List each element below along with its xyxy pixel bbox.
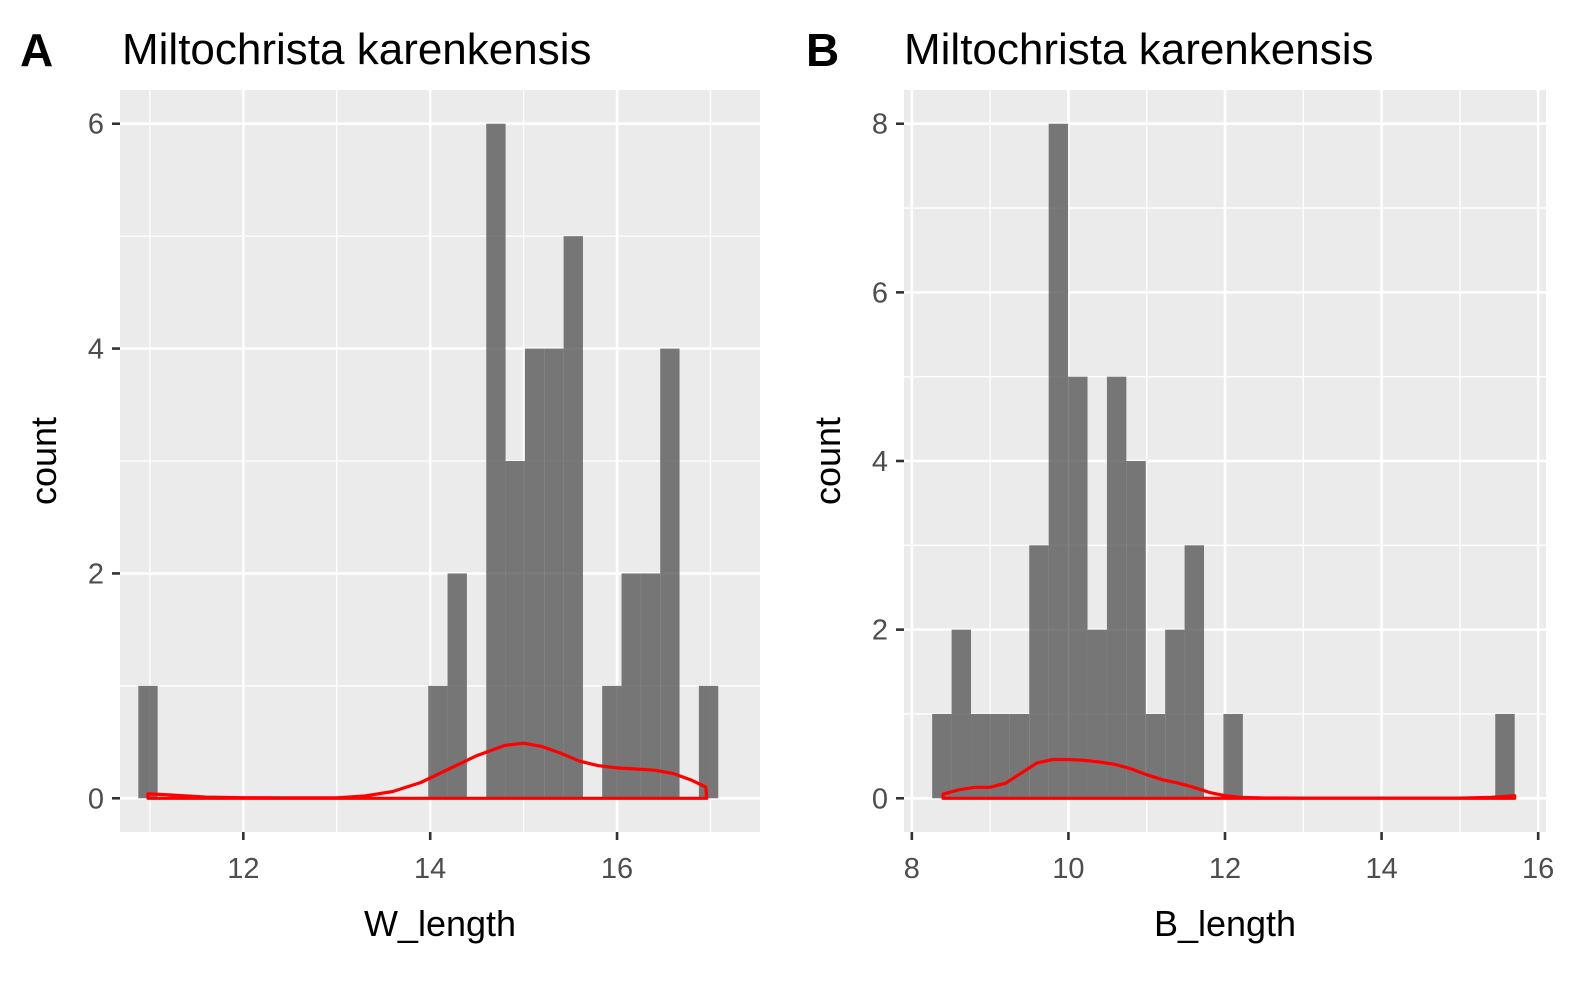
panel-a-histogram-bar — [640, 573, 661, 799]
panel-b-x-tick-label: 8 — [904, 853, 920, 885]
panel-a-y-tick-label: 2 — [88, 558, 104, 590]
panel-a-x-tick-label: 14 — [414, 853, 446, 885]
panel-b-y-axis-title: count — [807, 417, 848, 505]
panel-b-histogram-bar — [951, 629, 972, 799]
panel-a-histogram-bar — [602, 685, 622, 799]
panel-b-y-tick-label: 0 — [872, 783, 888, 815]
panel-b-y-tick-label: 2 — [872, 615, 888, 647]
panel-b-histogram-bar — [1223, 713, 1243, 799]
panel-b-density-curve — [941, 757, 1517, 800]
panel-b-histogram-bar — [1165, 629, 1185, 799]
panel-a-y-tick-label: 4 — [88, 334, 104, 366]
panel-a-bars — [138, 123, 719, 799]
panel-b-histogram-bar — [1184, 545, 1205, 799]
panel-b-x-tick-label: 14 — [1365, 853, 1397, 885]
panel-b-histogram-bar — [1126, 461, 1146, 799]
panel-b-histogram-bar — [1495, 713, 1515, 799]
panel-b-histogram-bar — [1048, 123, 1069, 799]
panel-a: A Miltochrista karenkensis 0 2 4 6 12 14 16 W_… — [20, 24, 760, 944]
panel-b-histogram-bar — [1009, 713, 1030, 799]
panel-a-histogram-bar — [544, 348, 564, 799]
panel-a-histogram-bar — [505, 461, 525, 799]
panel-a-y-axis-title: count — [23, 417, 64, 505]
panel-b-bars — [932, 123, 1515, 799]
panel-b-histogram-bar — [1068, 376, 1088, 799]
panel-a-y-tick-label: 6 — [88, 109, 104, 141]
panel-b-x-tick-label: 12 — [1209, 853, 1241, 885]
panel-b-ticks: 0 2 4 6 8 8 10 12 14 16 — [872, 109, 1554, 885]
panel-a-ticks: 0 2 4 6 12 14 16 — [88, 109, 633, 885]
panel-a-histogram-bar — [428, 685, 448, 799]
panel-a-histogram-bar — [486, 123, 506, 799]
panel-b-letter: B — [806, 24, 839, 76]
panel-a-histogram-bar — [138, 685, 158, 799]
panel-a-histogram-bar — [660, 348, 680, 799]
panel-a-histogram-bar — [698, 685, 719, 799]
panel-b: B Miltochrista karenkensis 0 2 4 6 8 8 10 12 14 1… — [806, 24, 1554, 944]
panel-b-histogram-bar — [971, 713, 991, 799]
panel-b-histogram-bar — [932, 713, 952, 799]
panel-b-title: Miltochrista karenkensis — [904, 25, 1374, 74]
panel-b-y-tick-label: 4 — [872, 446, 888, 478]
panel-a-histogram-bar — [563, 236, 583, 799]
panel-b-x-tick-label: 10 — [1052, 853, 1084, 885]
panel-b-histogram-bar — [1029, 545, 1049, 799]
panel-b-histogram-bar — [1145, 713, 1166, 799]
panel-a-x-tick-label: 12 — [227, 853, 259, 885]
panel-b-y-tick-label: 6 — [872, 277, 888, 309]
panel-a-x-axis-title: W_length — [364, 903, 516, 944]
panel-a-y-tick-label: 0 — [88, 783, 104, 815]
panel-b-histogram-bar — [990, 713, 1010, 799]
panel-a-histogram-bar — [621, 573, 641, 799]
panel-a-histogram-bar — [524, 348, 545, 799]
panel-b-x-tick-label: 16 — [1522, 853, 1554, 885]
panel-b-y-tick-label: 8 — [872, 109, 888, 141]
panel-b-histogram-bar — [1087, 629, 1107, 799]
panel-b-x-axis-title: B_length — [1154, 903, 1296, 944]
panel-b-histogram-bar — [1106, 376, 1127, 799]
panel-a-x-tick-label: 16 — [601, 853, 633, 885]
panel-a-density-curve — [146, 741, 709, 800]
panel-a-letter: A — [20, 24, 53, 76]
panel-a-histogram-bar — [447, 573, 467, 799]
panel-a-title: Miltochrista karenkensis — [122, 25, 592, 74]
